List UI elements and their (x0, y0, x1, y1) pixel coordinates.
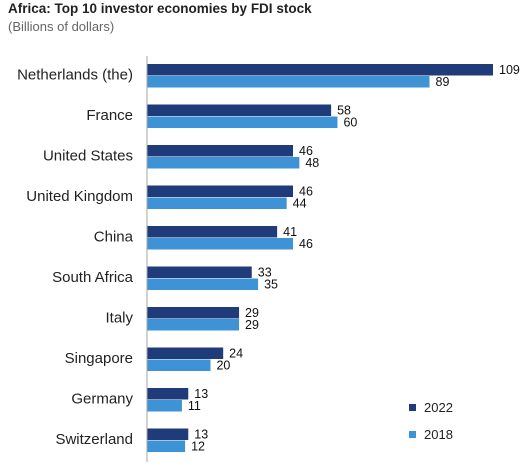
data-label: 13 (194, 387, 208, 401)
data-label: 20 (216, 359, 230, 373)
category-label: China (94, 229, 134, 246)
bar-2022-south-africa (147, 266, 252, 278)
category-label: Germany (71, 391, 133, 408)
bar-2018-singapore (147, 359, 211, 371)
bar-2022-france (147, 104, 332, 116)
bar-2022-china (147, 226, 278, 238)
data-label: 44 (293, 197, 307, 211)
data-label: 41 (283, 225, 297, 239)
bar-2022-switzerland (147, 428, 189, 440)
bar-2022-netherlands-the (147, 64, 493, 76)
legend-label-2022: 2022 (424, 400, 453, 415)
category-label: Netherlands (the) (17, 67, 133, 84)
category-label: France (86, 107, 133, 124)
category-label: Italy (105, 310, 133, 327)
data-label: 29 (245, 306, 259, 320)
category-label: United Kingdom (26, 188, 133, 205)
bar-2018-united-states (147, 157, 300, 169)
data-label: 12 (191, 440, 205, 454)
data-label: 48 (305, 156, 319, 170)
category-label: Singapore (65, 350, 133, 367)
data-label: 58 (337, 104, 351, 118)
bar-2018-italy (147, 319, 240, 331)
data-label: 109 (499, 63, 520, 77)
legend-label-2018: 2018 (424, 427, 453, 442)
data-label: 33 (258, 266, 272, 280)
data-label: 35 (264, 278, 278, 292)
data-label: 46 (299, 185, 313, 199)
legend-swatch-2022 (409, 404, 416, 411)
data-label: 11 (188, 399, 201, 413)
bar-2018-netherlands-the (147, 76, 430, 88)
data-label: 46 (299, 237, 313, 251)
bar-2018-france (147, 116, 338, 128)
bar-2018-germany (147, 400, 182, 412)
chart-title: Africa: Top 10 investor economies by FDI… (8, 1, 312, 16)
legend-swatch-2018 (409, 431, 416, 438)
data-label: 13 (194, 428, 208, 442)
bar-2018-china (147, 238, 294, 250)
category-label: United States (43, 148, 133, 165)
bar-2022-germany (147, 388, 189, 400)
category-label: Switzerland (55, 431, 133, 448)
bar-2022-united-kingdom (147, 185, 294, 197)
data-label: 60 (343, 116, 357, 130)
bar-2022-singapore (147, 347, 224, 359)
bar-2022-italy (147, 307, 240, 319)
data-label: 29 (245, 318, 259, 332)
data-label: 46 (299, 144, 313, 158)
data-label: 24 (229, 347, 243, 361)
bar-2018-united-kingdom (147, 197, 287, 209)
category-label: South Africa (52, 269, 134, 286)
chart-subtitle: (Billions of dollars) (8, 19, 115, 34)
bar-2018-south-africa (147, 278, 259, 290)
bar-2022-united-states (147, 145, 294, 157)
bar-2018-switzerland (147, 440, 186, 452)
data-label: 89 (436, 75, 450, 89)
